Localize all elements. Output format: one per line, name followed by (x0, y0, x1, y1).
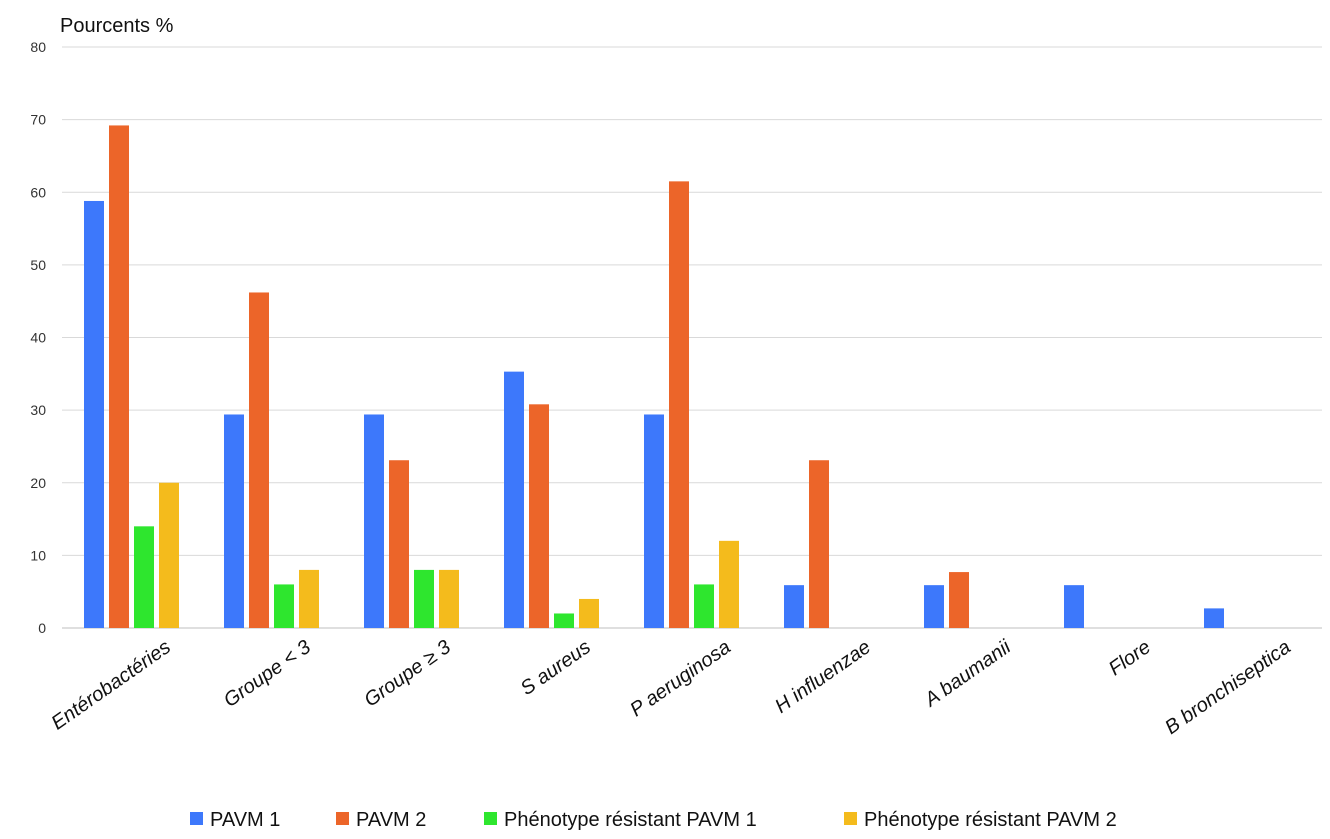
category-label: Groupe < 3 (220, 636, 315, 712)
y-tick-label: 40 (30, 330, 46, 346)
category-label: P aeruginosa (626, 636, 735, 721)
legend-label: PAVM 2 (356, 809, 426, 831)
category-label: H influenzae (771, 636, 875, 718)
bar-2-4 (529, 404, 549, 628)
category-label: Flore (1105, 636, 1155, 680)
category-label: S aureus (517, 636, 595, 700)
bar-2-1 (109, 125, 129, 628)
bar-1-4 (504, 371, 524, 628)
bar-1-5 (644, 414, 664, 628)
bar-2-5 (669, 181, 689, 628)
legend-swatch (484, 812, 497, 825)
bar-3-4 (554, 613, 574, 628)
bar-1-3 (364, 414, 384, 628)
legend-swatch (190, 812, 203, 825)
y-tick-label: 70 (30, 112, 46, 128)
bar-4-2 (299, 569, 319, 628)
bar-3-2 (274, 584, 294, 628)
y-tick-label: 0 (38, 620, 46, 636)
bar-1-8 (1064, 585, 1084, 628)
y-tick-label: 80 (30, 39, 46, 55)
bar-4-4 (579, 598, 599, 628)
bar-1-9 (1204, 608, 1224, 628)
bar-4-5 (719, 540, 739, 628)
legend-label: Phénotype résistant PAVM 2 (864, 809, 1117, 831)
bar-1-2 (224, 414, 244, 628)
bar-4-1 (159, 482, 179, 628)
bar-1-1 (84, 200, 104, 628)
y-tick-label: 50 (30, 257, 46, 273)
bar-3-5 (694, 584, 714, 628)
category-labels: Entérobactéries Groupe < 3 Groupe ≥ 3 S aur… (48, 636, 1295, 739)
bar-3-3 (414, 569, 434, 628)
bar-2-6 (809, 460, 829, 628)
bar-4-3 (439, 569, 459, 628)
bar-2-7 (949, 572, 969, 628)
y-axis-title: Pourcents % (60, 15, 174, 37)
y-tick-label: 10 (30, 547, 46, 563)
y-tick-label: 60 (30, 184, 46, 200)
bars (84, 125, 1224, 628)
bar-1-6 (784, 585, 804, 628)
gridlines: 0 10 20 30 40 50 60 70 80 (30, 39, 1322, 636)
legend-label: PAVM 1 (210, 809, 280, 831)
category-label: A baumanii (920, 636, 1015, 712)
legend-swatch (844, 812, 857, 825)
y-tick-label: 30 (30, 402, 46, 418)
bar-2-2 (249, 292, 269, 628)
category-label: Groupe ≥ 3 (360, 636, 454, 711)
category-label: B bronchiseptica (1161, 636, 1295, 739)
legend-label: Phénotype résistant PAVM 1 (504, 809, 757, 831)
legend: PAVM 1 PAVM 2 Phénotype résistant PAVM 1 Ph… (190, 809, 1117, 831)
legend-swatch (336, 812, 349, 825)
bar-2-3 (389, 460, 409, 628)
y-tick-label: 20 (30, 475, 46, 491)
bar-3-1 (134, 526, 154, 628)
category-label: Entérobactéries (48, 636, 175, 734)
bar-1-7 (924, 585, 944, 628)
